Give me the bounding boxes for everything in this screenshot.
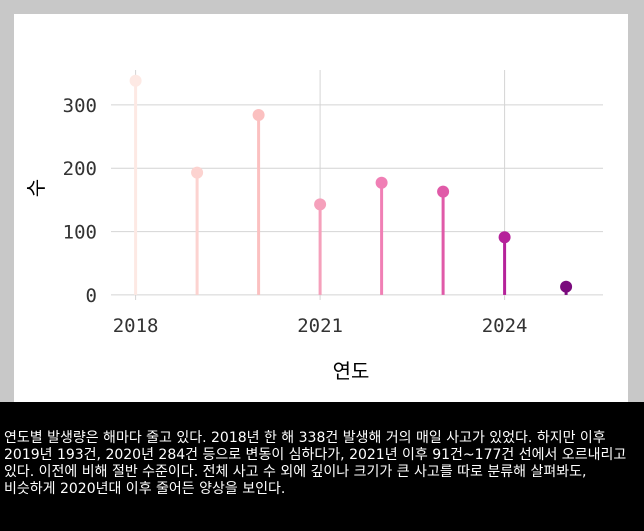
point-2025 <box>560 280 573 293</box>
point-2018 <box>129 74 142 87</box>
y-tick-label-1: 100 <box>63 222 97 244</box>
point-2023 <box>437 185 450 198</box>
y-tick-label-0: 0 <box>86 285 97 307</box>
point-2019 <box>191 166 204 179</box>
lollipop-chart: 0 100 200 300 2018 2021 2024 연도 수 <box>24 70 603 383</box>
x-tick-label-2: 2024 <box>482 315 528 337</box>
x-tick-labels: 2018 2021 2024 <box>113 315 528 337</box>
y-axis-title: 수 <box>24 179 48 197</box>
chart-panel: 0 100 200 300 2018 2021 2024 연도 수 <box>14 14 628 402</box>
x-tick-label-0: 2018 <box>113 315 159 337</box>
y-tick-labels: 0 100 200 300 <box>63 95 97 307</box>
point-2021 <box>314 198 327 211</box>
x-axis-title: 연도 <box>333 359 370 383</box>
chart-caption: 연도별 발생량은 해마다 줄고 있다. 2018년 한 해 338건 발생해 거… <box>4 430 627 497</box>
lollipop-points <box>129 74 573 293</box>
chart-frame: 0 100 200 300 2018 2021 2024 연도 수 <box>0 0 644 402</box>
x-tick-label-1: 2021 <box>297 315 343 337</box>
grid-lines <box>111 70 603 300</box>
y-tick-label-3: 300 <box>63 95 97 117</box>
point-2020 <box>252 108 265 121</box>
point-2024 <box>498 231 511 244</box>
point-2022 <box>375 176 388 189</box>
lollipop-stems <box>134 80 568 295</box>
y-tick-label-2: 200 <box>63 158 97 180</box>
